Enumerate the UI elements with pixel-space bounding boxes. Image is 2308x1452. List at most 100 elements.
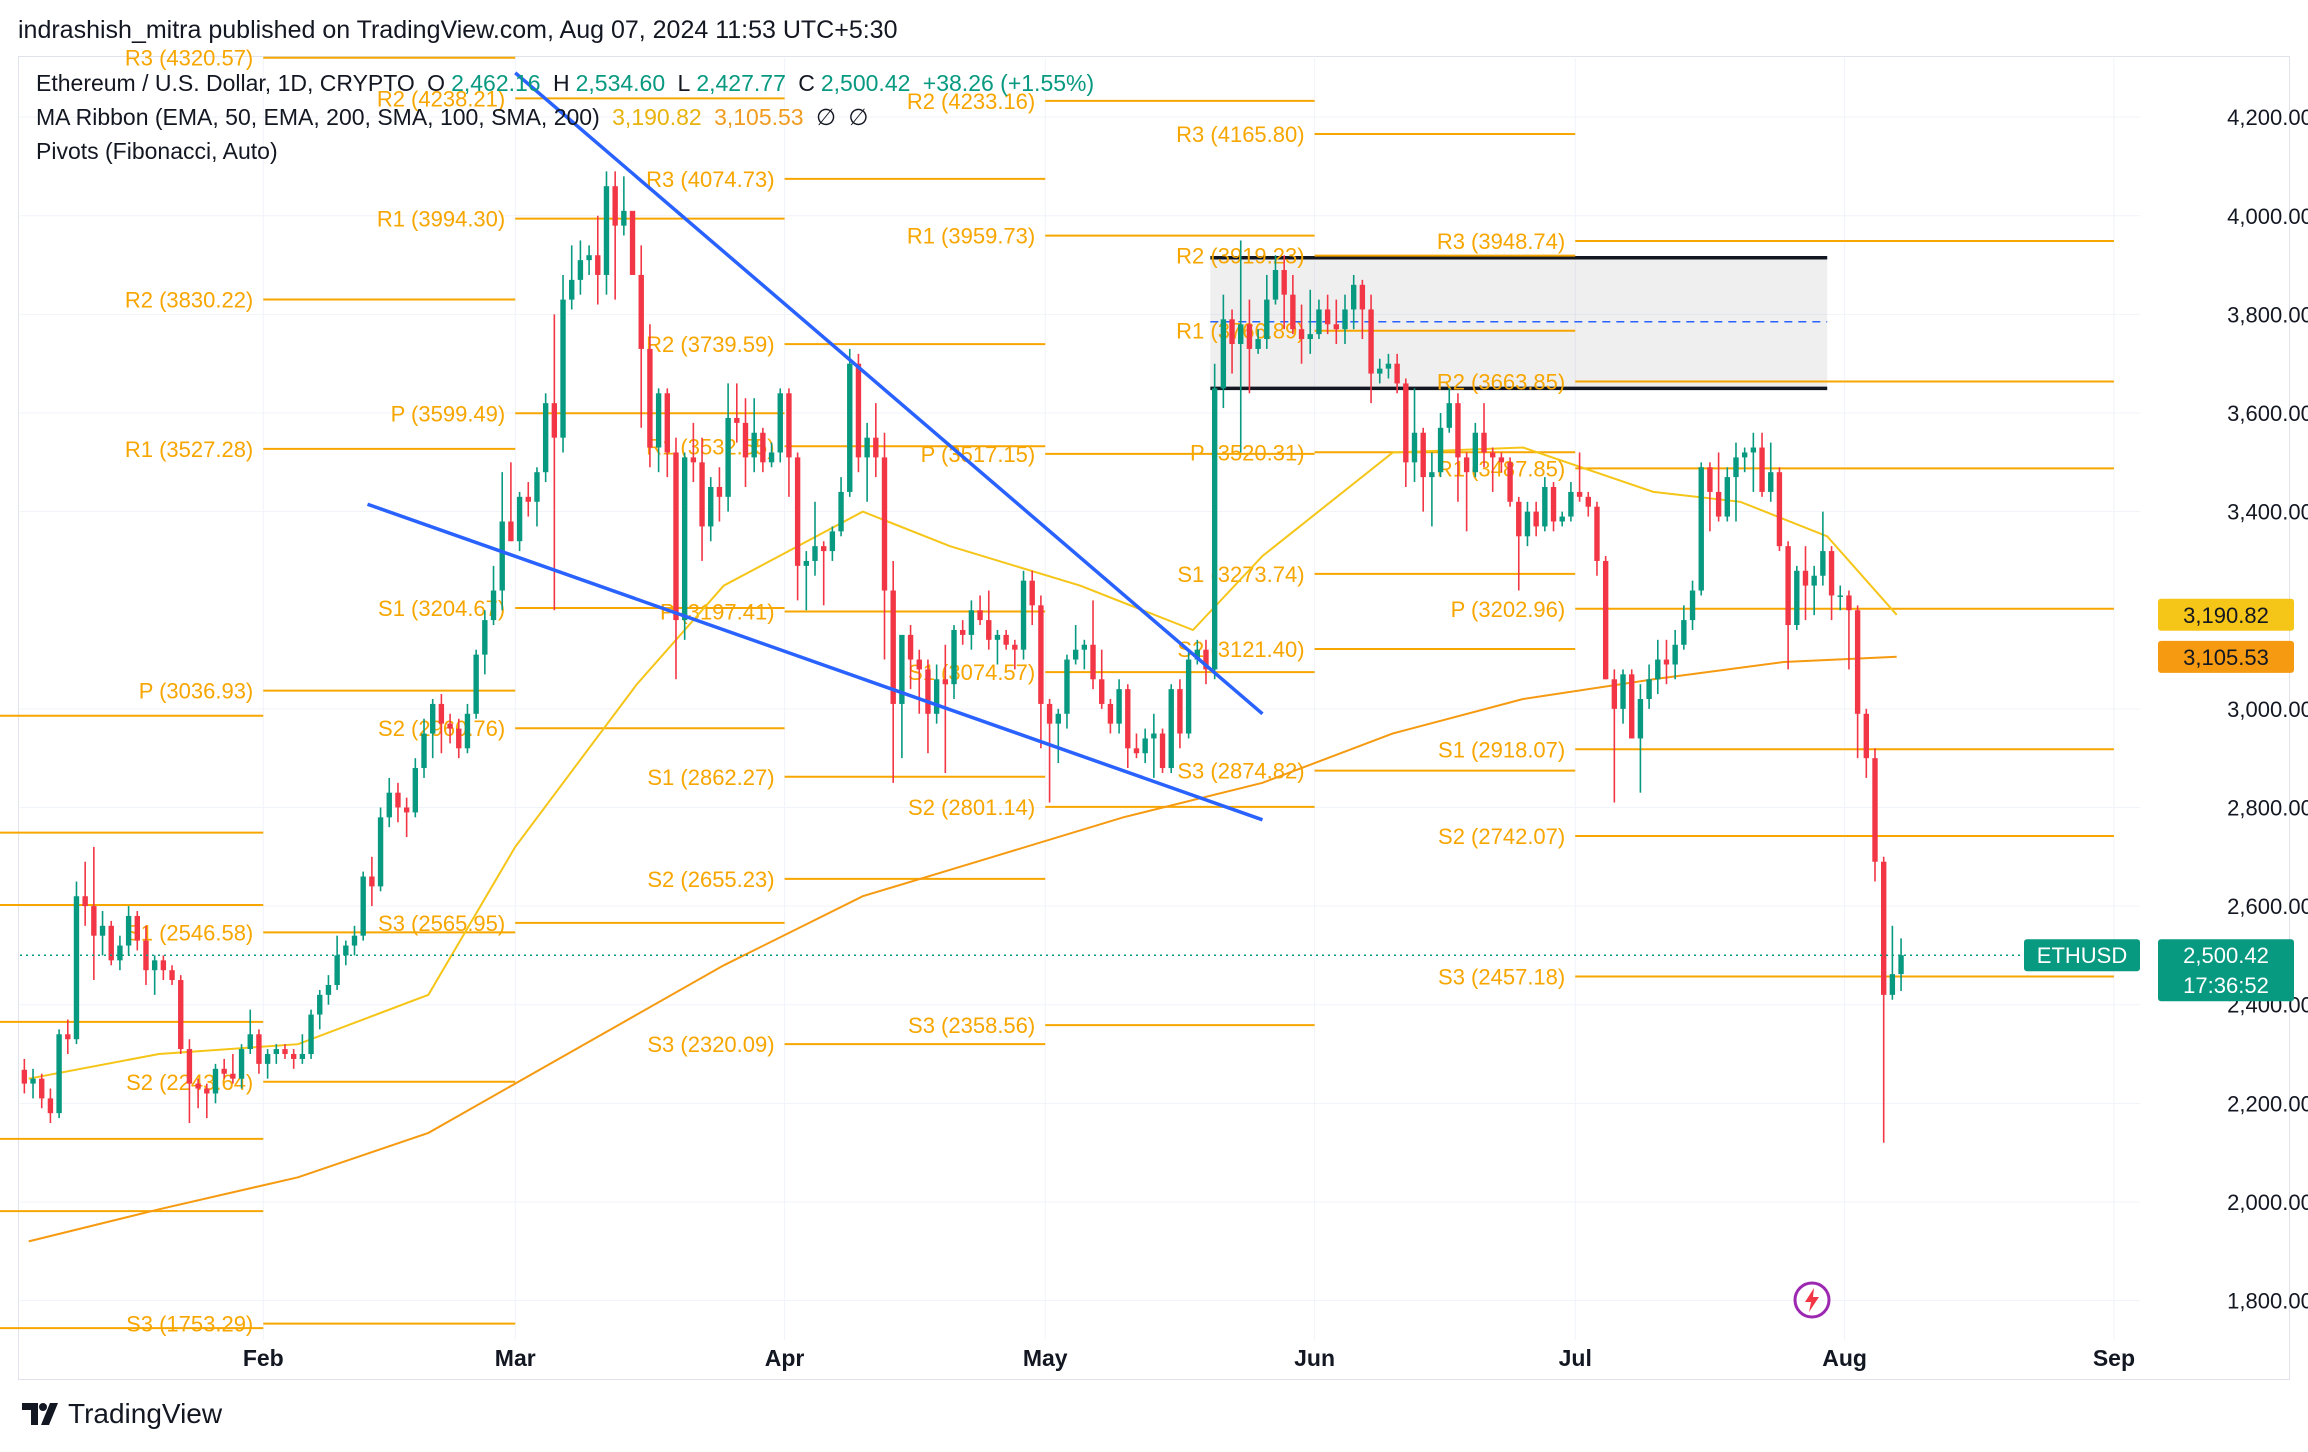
candle-down [1368, 309, 1374, 374]
candle-up [1524, 511, 1531, 537]
pivot-label-r2: R2 (3830.22) [125, 287, 253, 312]
x-axis-tick-label: Sep [2093, 1345, 2135, 1371]
x-axis-tick-label: Jun [1294, 1345, 1335, 1371]
candle-up [386, 792, 392, 818]
legend-low-key: L [677, 70, 691, 96]
candle-down [282, 1049, 288, 1055]
candle-down [256, 1034, 262, 1064]
candle-up [1655, 659, 1661, 680]
trendline-upper [514, 71, 1264, 716]
candle-up [334, 955, 340, 985]
candle-up [516, 496, 523, 542]
pivot-label-p: P (3599.49) [391, 401, 506, 426]
candle-up [1194, 649, 1200, 660]
candle-up [464, 713, 471, 749]
legend-open-key: O [427, 70, 446, 96]
candle-up [1646, 679, 1652, 699]
candle-up [777, 393, 783, 453]
candle-down [108, 925, 114, 961]
candle-up [1211, 388, 1218, 670]
candle-down [742, 422, 749, 458]
candle-down [873, 437, 879, 458]
candle-down [395, 792, 401, 808]
pivot-label-r2: R2 (3663.85) [1437, 370, 1565, 395]
candle-down [1125, 689, 1131, 749]
x-axis-tick-label: Apr [765, 1345, 805, 1371]
candle-down [1455, 403, 1461, 458]
candle-up [1151, 733, 1157, 739]
candle-down [65, 1034, 71, 1040]
candle-down [551, 403, 558, 438]
legend-pivots-name: Pivots (Fibonacci, Auto) [36, 138, 278, 164]
candle-down [890, 590, 896, 704]
candle-up [1064, 659, 1070, 714]
candle-up [1794, 570, 1800, 626]
candle-up [1741, 452, 1748, 458]
candle-up [1472, 432, 1479, 473]
candle-down [1880, 861, 1887, 995]
pivot-label-p: P (3517.15) [921, 442, 1036, 467]
pivot-label-s1: S1 (3204.67) [378, 596, 505, 621]
pivot-label-r3: R3 (3948.74) [1437, 229, 1565, 254]
candle-up [151, 960, 158, 971]
candle-down [690, 457, 697, 463]
candle-down [1333, 324, 1340, 330]
candle-up [317, 994, 323, 1015]
candle-down [925, 669, 931, 714]
legend-change: +38.26 (+1.55%) [922, 70, 1095, 96]
legend-pivots-row[interactable]: Pivots (Fibonacci, Auto) [36, 136, 284, 166]
candle-down [369, 876, 375, 887]
legend-ma-name: MA Ribbon (EMA, 50, EMA, 200, SMA, 100, … [36, 104, 600, 130]
legend-high: 2,534.60 [575, 70, 666, 96]
candle-up [655, 393, 662, 448]
ma-price-tag-label: 3,105.53 [2183, 645, 2269, 670]
candle-up [117, 945, 123, 961]
candle-up [430, 703, 436, 734]
bar-countdown-label: 17:36:52 [2183, 973, 2269, 998]
candle-down [1463, 457, 1470, 473]
ma-price-tag [2158, 598, 2294, 631]
candle-up [125, 915, 132, 946]
legend-ma-row[interactable]: MA Ribbon (EMA, 50, EMA, 200, SMA, 100, … [36, 102, 874, 132]
candle-down [290, 1054, 297, 1059]
pivot-label-s1: S1 (2862.27) [647, 765, 774, 790]
candle-down [91, 906, 97, 936]
candle-down [699, 462, 705, 527]
lightning-icon[interactable] [1792, 1280, 1832, 1320]
candle-up [1081, 644, 1088, 650]
candle-up [1698, 467, 1704, 591]
candle-down [160, 960, 167, 971]
candle-down [1594, 506, 1600, 561]
candle-up [1750, 447, 1757, 453]
candle-up [1411, 432, 1418, 463]
candle-down [1229, 319, 1235, 344]
candle-up [1620, 674, 1626, 709]
pivot-label-r2: R2 (4238.21) [377, 86, 505, 111]
pivot-label-p: P (3202.96) [1451, 597, 1566, 622]
candle-up [542, 403, 549, 473]
candle-down [1533, 511, 1539, 527]
candle-down [1828, 551, 1835, 596]
candle-up [838, 491, 844, 532]
candle-down [1490, 452, 1496, 458]
candle-up [1020, 580, 1027, 650]
candle-up [751, 432, 757, 458]
candle-up [1724, 477, 1730, 517]
x-axis-tick-label: Mar [495, 1345, 536, 1371]
candle-up [412, 768, 419, 813]
candle-up [299, 1054, 306, 1059]
candle-up [1820, 551, 1826, 576]
candle-up [1185, 659, 1192, 734]
candle-down [447, 723, 453, 729]
candle-up [1055, 713, 1061, 724]
y-axis-tick-label: 4,200.00 [2227, 105, 2308, 130]
y-axis-tick-label: 4,000.00 [2227, 204, 2308, 229]
candle-down [1785, 546, 1791, 626]
candle-down [1177, 689, 1183, 734]
last-price-label: 2,500.42 [2183, 943, 2269, 968]
candle-up [812, 546, 818, 561]
tradingview-brand[interactable]: TradingView [20, 1398, 222, 1430]
pivot-label-s3: S3 (2457.18) [1438, 965, 1565, 990]
ethusd-symbol-tag [2024, 939, 2140, 972]
